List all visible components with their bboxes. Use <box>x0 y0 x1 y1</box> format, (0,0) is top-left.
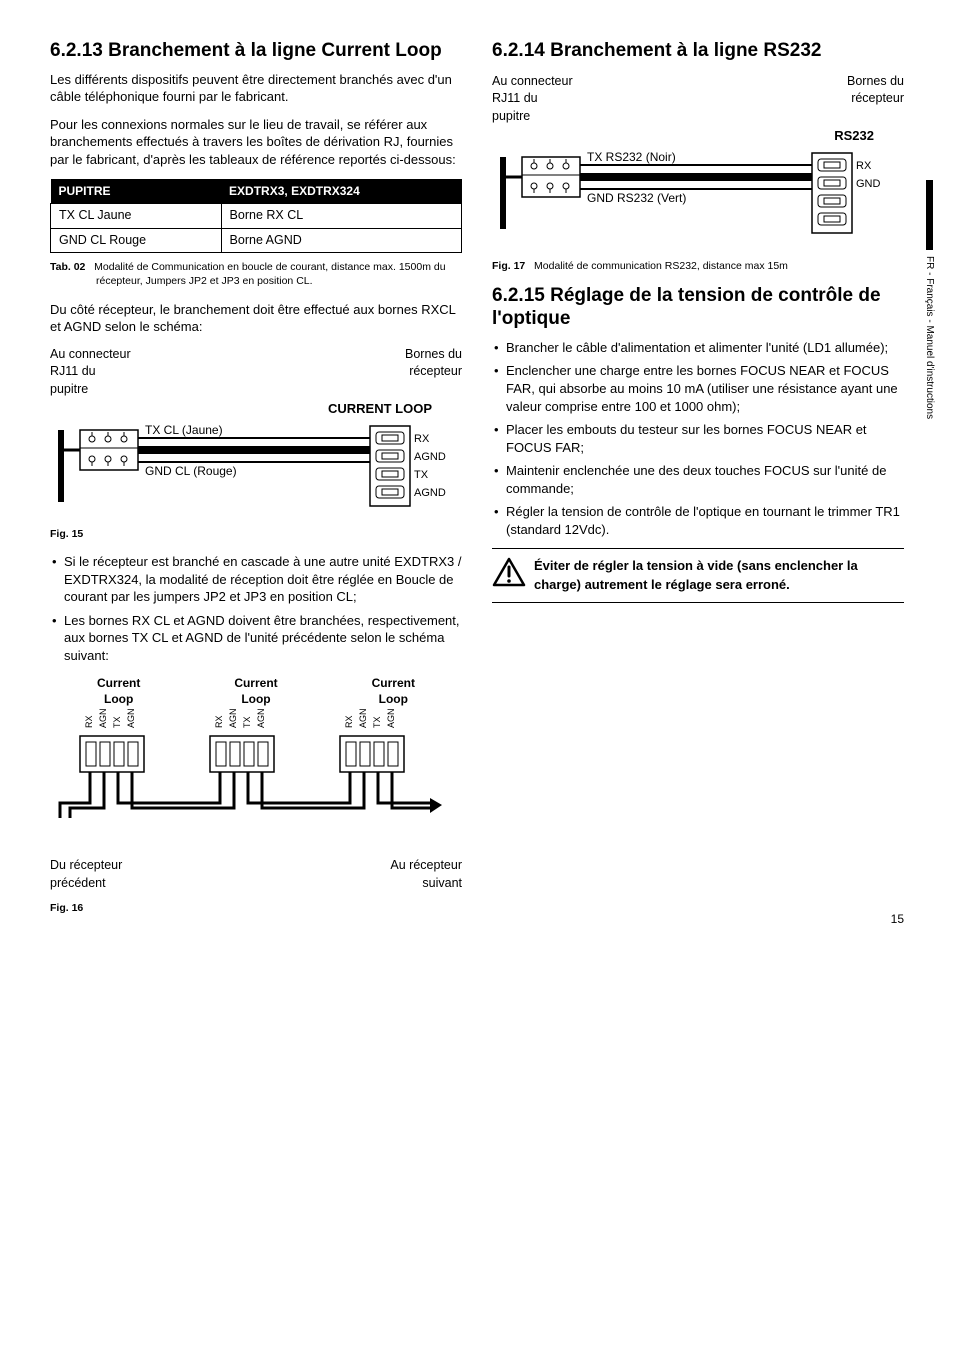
cascade-bottom-left: Du récepteur précédent <box>50 857 122 892</box>
svg-text:AGND: AGND <box>386 708 396 728</box>
side-tab-text: FR - Français - Manuel d'instructions <box>922 256 936 419</box>
svg-text:AGND: AGND <box>414 451 446 463</box>
svg-text:GND RS232 (Vert): GND RS232 (Vert) <box>587 191 686 205</box>
current-loop-svg: TX CL (Jaune) GND CL (Rouge) RX AGND TX … <box>50 422 450 512</box>
warning-box: Éviter de régler la tension à vide (sans… <box>492 548 904 602</box>
diagram1-left-label: Au connecteur RJ11 du pupitre <box>50 346 131 399</box>
para-6213-3: Du côté récepteur, le branchement doit ê… <box>50 301 462 336</box>
diagram1-title: CURRENT LOOP <box>50 400 432 418</box>
bullet-list-1: Si le récepteur est branché en cascade à… <box>50 553 462 664</box>
rs232-svg: TX RS232 (Noir) GND RS232 (Vert) RX GND <box>492 149 892 244</box>
svg-text:TX: TX <box>242 717 252 729</box>
cascade-svg: RX AGND TX AGND RX AGND TX AGND <box>50 708 450 848</box>
warning-triangle-icon <box>492 557 526 593</box>
svg-text:GND CL (Rouge): GND CL (Rouge) <box>145 464 237 478</box>
cascade-title-1: Current Loop <box>97 675 140 709</box>
pupitre-table: PUPITRE EXDTRX3, EXDTRX324 TX CL Jaune B… <box>50 179 462 254</box>
heading-6213: 6.2.13 Branchement à la ligne Current Lo… <box>50 40 462 63</box>
svg-text:AGND: AGND <box>126 708 136 728</box>
svg-text:AGND: AGND <box>358 708 368 728</box>
cascade-bottom-right: Au récepteur suivant <box>390 857 462 892</box>
heading-6215: 6.2.15 Réglage de la tension de contrôle… <box>492 285 904 331</box>
svg-text:RX: RX <box>856 160 872 172</box>
list-item: Si le récepteur est branché en cascade à… <box>50 553 462 606</box>
right-column: 6.2.14 Branchement à la ligne RS232 Au c… <box>492 40 904 928</box>
bullet-list-2: Brancher le câble d'alimentation et alim… <box>492 339 904 538</box>
list-item: Brancher le câble d'alimentation et alim… <box>492 339 904 357</box>
svg-text:RX: RX <box>84 716 94 729</box>
list-item: Maintenir enclenchée une des deux touche… <box>492 462 904 497</box>
cascade-title-2: Current Loop <box>234 675 277 709</box>
svg-text:TX CL (Jaune): TX CL (Jaune) <box>145 423 223 437</box>
para-6213-1: Les différents dispositifs peuvent être … <box>50 71 462 106</box>
heading-6214: 6.2.14 Branchement à la ligne RS232 <box>492 40 904 63</box>
svg-text:TX RS232 (Noir): TX RS232 (Noir) <box>587 150 676 164</box>
svg-text:AGND: AGND <box>98 708 108 728</box>
svg-text:AGND: AGND <box>228 708 238 728</box>
list-item: Placer les embouts du testeur sur les bo… <box>492 421 904 456</box>
svg-text:TX: TX <box>372 717 382 729</box>
table-header-exdtrx: EXDTRX3, EXDTRX324 <box>221 179 461 204</box>
warning-text: Éviter de régler la tension à vide (sans… <box>534 557 904 593</box>
side-bar-marker <box>926 180 933 250</box>
rs232-diagram: Au connecteur RJ11 du pupitre Bornes du … <box>492 73 904 250</box>
side-language-tab: FR - Français - Manuel d'instructions <box>922 180 936 419</box>
cascade-diagram: Current Loop Current Loop Current Loop R… <box>50 675 462 893</box>
fig16-caption: Fig. 16 <box>50 902 462 916</box>
diagram2-title: RS232 <box>492 127 874 145</box>
fig15-caption: Fig. 15 <box>50 528 462 542</box>
diagram1-right-label: Bornes du récepteur <box>405 346 462 399</box>
svg-text:TX: TX <box>414 469 429 481</box>
list-item: Régler la tension de contrôle de l'optiq… <box>492 503 904 538</box>
svg-text:AGND: AGND <box>256 708 266 728</box>
table-header-pupitre: PUPITRE <box>51 179 222 204</box>
svg-text:RX: RX <box>214 716 224 729</box>
svg-text:RX: RX <box>414 433 430 445</box>
current-loop-diagram: Au connecteur RJ11 du pupitre Bornes du … <box>50 346 462 518</box>
svg-text:RX: RX <box>344 716 354 729</box>
list-item: Les bornes RX CL et AGND doivent être br… <box>50 612 462 665</box>
cascade-title-3: Current Loop <box>372 675 415 709</box>
diagram2-left-label: Au connecteur RJ11 du pupitre <box>492 73 573 126</box>
svg-text:AGND: AGND <box>414 487 446 499</box>
page-number: 15 <box>891 911 904 928</box>
svg-text:GND: GND <box>856 178 881 190</box>
tab02-caption: Tab. 02 Modalité de Communication en bou… <box>50 261 462 288</box>
table-row: TX CL Jaune Borne RX CL <box>51 204 462 229</box>
list-item: Enclencher une charge entre les bornes F… <box>492 362 904 415</box>
table-row: GND CL Rouge Borne AGND <box>51 228 462 253</box>
fig17-caption: Fig. 17 Modalité de communication RS232,… <box>492 260 904 274</box>
svg-text:TX: TX <box>112 717 122 729</box>
para-6213-2: Pour les connexions normales sur le lieu… <box>50 116 462 169</box>
diagram2-right-label: Bornes du récepteur <box>847 73 904 126</box>
left-column: 6.2.13 Branchement à la ligne Current Lo… <box>50 40 462 928</box>
